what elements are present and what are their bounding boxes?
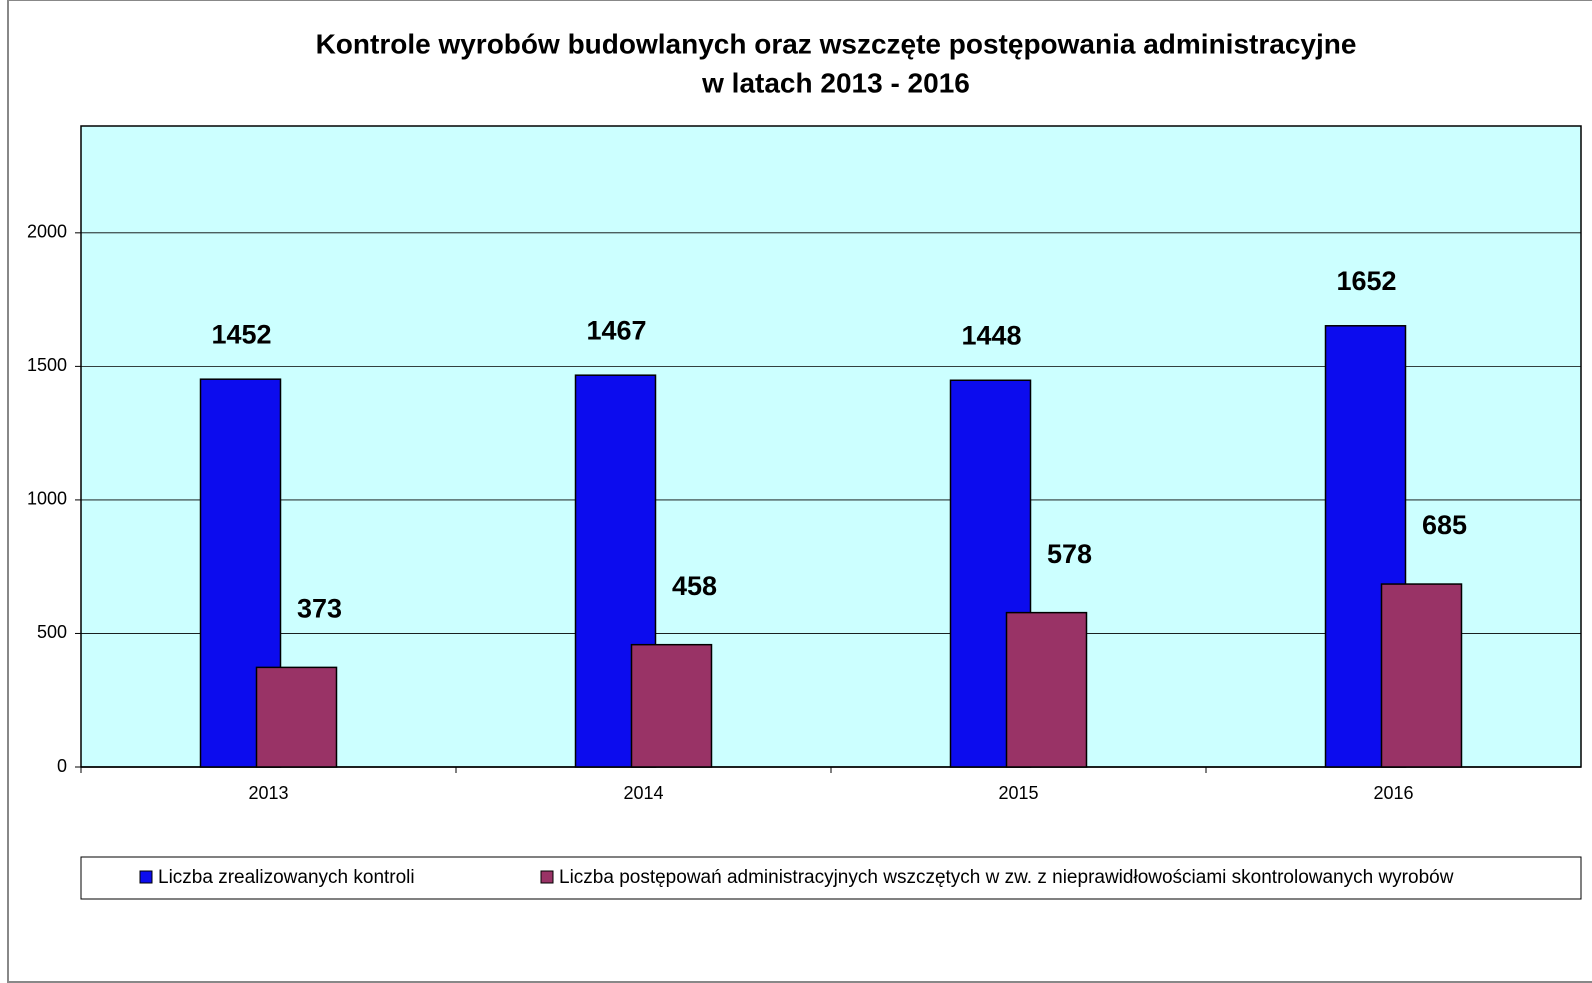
- data-label: 1448: [961, 320, 1021, 350]
- chart-title: Kontrole wyrobów budowlanych oraz wszczę…: [316, 28, 1357, 59]
- data-label: 685: [1422, 510, 1467, 540]
- data-label: 458: [672, 571, 717, 601]
- y-tick-label: 2000: [27, 222, 67, 242]
- x-tick-label: 2015: [998, 783, 1038, 803]
- data-label: 1467: [586, 315, 646, 345]
- legend-swatch: [139, 870, 153, 884]
- data-label: 1652: [1336, 266, 1396, 296]
- data-label: 373: [297, 594, 342, 624]
- legend-label: Liczba postępowań administracyjnych wszc…: [559, 867, 1454, 888]
- bar: [255, 666, 338, 768]
- legend-swatch: [540, 870, 554, 884]
- x-tick-label: 2016: [1373, 783, 1413, 803]
- bar: [1380, 583, 1463, 768]
- y-tick-label: 500: [37, 622, 67, 642]
- bar: [630, 643, 713, 768]
- x-tick-label: 2013: [248, 783, 288, 803]
- bar: [1005, 611, 1088, 768]
- y-tick-label: 0: [57, 756, 67, 776]
- chart-title: w latach 2013 - 2016: [701, 67, 970, 98]
- y-tick-label: 1000: [27, 489, 67, 509]
- data-label: 1452: [211, 319, 271, 349]
- y-tick-label: 1500: [27, 355, 67, 375]
- legend: [80, 856, 1582, 900]
- x-tick-label: 2014: [623, 783, 663, 803]
- data-label: 578: [1047, 539, 1092, 569]
- legend-label: Liczba zrealizowanych kontroli: [158, 867, 415, 888]
